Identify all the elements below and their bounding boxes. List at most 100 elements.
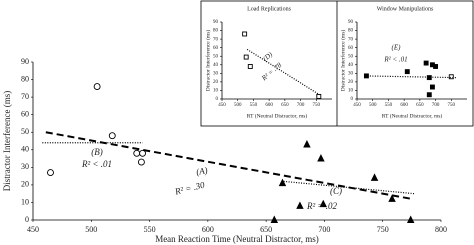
x-tick-label: 750 <box>377 225 389 234</box>
point <box>296 201 304 209</box>
y-tick-label: 70 <box>21 92 29 101</box>
x-tick-label: 700 <box>432 103 440 108</box>
x-tick-label: 450 <box>218 103 226 108</box>
point <box>317 154 325 162</box>
panel-title: Load Replications <box>247 6 291 12</box>
point <box>270 215 279 223</box>
y-tick-label: 70 <box>213 37 219 42</box>
x-tick-label: 600 <box>400 103 408 108</box>
point <box>108 132 116 140</box>
point <box>303 140 311 148</box>
annotation: R² < .01 <box>81 159 112 169</box>
x-tick-label: 500 <box>369 103 377 108</box>
point <box>242 31 248 37</box>
annotation: R² = .02 <box>306 201 338 211</box>
y-tick-label: 50 <box>21 127 29 136</box>
y-tick-label: 80 <box>348 29 354 34</box>
x-tick-label: 550 <box>250 103 258 108</box>
y-tick-label: 10 <box>213 89 219 94</box>
x-tick-label: 700 <box>318 225 330 234</box>
annotation: (B) <box>91 147 103 157</box>
y-tick-label: 60 <box>348 46 354 51</box>
point <box>278 178 287 187</box>
x-tick-label: 650 <box>260 225 272 234</box>
x-axis-label: RT (Neutral Distractor, ms) <box>382 112 443 119</box>
y-tick-label: 90 <box>213 20 219 25</box>
y-tick-label: 10 <box>348 89 354 94</box>
y-tick-label: 90 <box>21 57 29 66</box>
x-tick-label: 500 <box>85 225 97 234</box>
annotation: R² = .30 <box>173 179 206 196</box>
y-tick-label: 80 <box>213 29 219 34</box>
y-tick-label: 50 <box>348 54 354 59</box>
annotation: (C) <box>330 186 342 196</box>
panel-title: Window Manipulations <box>377 6 434 12</box>
x-tick-label: 550 <box>144 225 156 234</box>
x-tick-label: 600 <box>265 103 273 108</box>
y-axis-label: Distractor Interference (ms) <box>204 30 211 92</box>
x-tick-label: 450 <box>353 103 361 108</box>
point <box>388 194 396 202</box>
y-tick-label: 0 <box>216 97 219 102</box>
point <box>429 84 435 90</box>
y-axis-label: Distractor Interference (ms) <box>2 91 12 191</box>
y-tick-label: 60 <box>21 109 29 118</box>
y-tick-label: 0 <box>351 97 354 102</box>
x-axis-label: RT (Neutral Distractor, ms) <box>247 112 308 119</box>
y-tick-label: 0 <box>25 215 29 224</box>
point <box>423 60 429 66</box>
point <box>433 64 439 69</box>
y-tick-label: 30 <box>21 162 29 171</box>
y-tick-label: 80 <box>21 74 29 83</box>
y-axis-label: Distractor Interference (ms) <box>339 30 346 92</box>
trend-line <box>364 75 457 79</box>
point <box>133 149 141 157</box>
point <box>316 93 322 99</box>
point <box>404 69 410 75</box>
y-tick-label: 20 <box>348 80 354 85</box>
point <box>370 173 379 181</box>
x-tick-label: 650 <box>416 103 424 108</box>
y-tick-label: 60 <box>213 46 219 51</box>
point <box>93 83 101 91</box>
y-tick-label: 40 <box>21 145 29 154</box>
annotation: R² < .01 <box>383 56 407 64</box>
point <box>319 199 327 208</box>
x-tick-label: 750 <box>448 103 456 108</box>
x-tick-label: 650 <box>281 103 289 108</box>
trend-line <box>246 48 320 96</box>
point <box>406 215 415 223</box>
y-tick-label: 70 <box>348 37 354 42</box>
y-tick-label: 40 <box>213 63 219 68</box>
x-tick-label: 800 <box>435 225 447 234</box>
y-tick-label: 10 <box>21 197 29 206</box>
trend-line <box>283 180 415 195</box>
annotation: (A) <box>195 165 208 177</box>
x-tick-label: 600 <box>202 225 214 234</box>
point <box>247 64 253 69</box>
x-axis-label: Mean Reaction Time (Neutral Distractor, … <box>155 234 319 244</box>
point <box>426 75 432 81</box>
y-tick-label: 20 <box>21 180 29 189</box>
x-tick-label: 700 <box>297 103 305 108</box>
y-tick-label: 20 <box>213 80 219 85</box>
y-tick-label: 30 <box>348 71 354 76</box>
point <box>47 169 54 177</box>
x-tick-label: 750 <box>313 103 321 108</box>
y-tick-label: 50 <box>213 54 219 59</box>
point <box>426 92 432 98</box>
point <box>363 73 369 79</box>
x-tick-label: 500 <box>234 103 242 108</box>
point <box>243 54 249 60</box>
annotation: (E) <box>392 44 402 52</box>
point <box>137 158 145 166</box>
x-tick-label: 450 <box>27 225 39 234</box>
y-tick-label: 90 <box>348 20 354 25</box>
point <box>139 149 147 157</box>
y-tick-label: 30 <box>213 71 219 76</box>
point <box>448 74 454 80</box>
y-tick-label: 40 <box>348 63 354 68</box>
x-tick-label: 550 <box>385 103 393 108</box>
